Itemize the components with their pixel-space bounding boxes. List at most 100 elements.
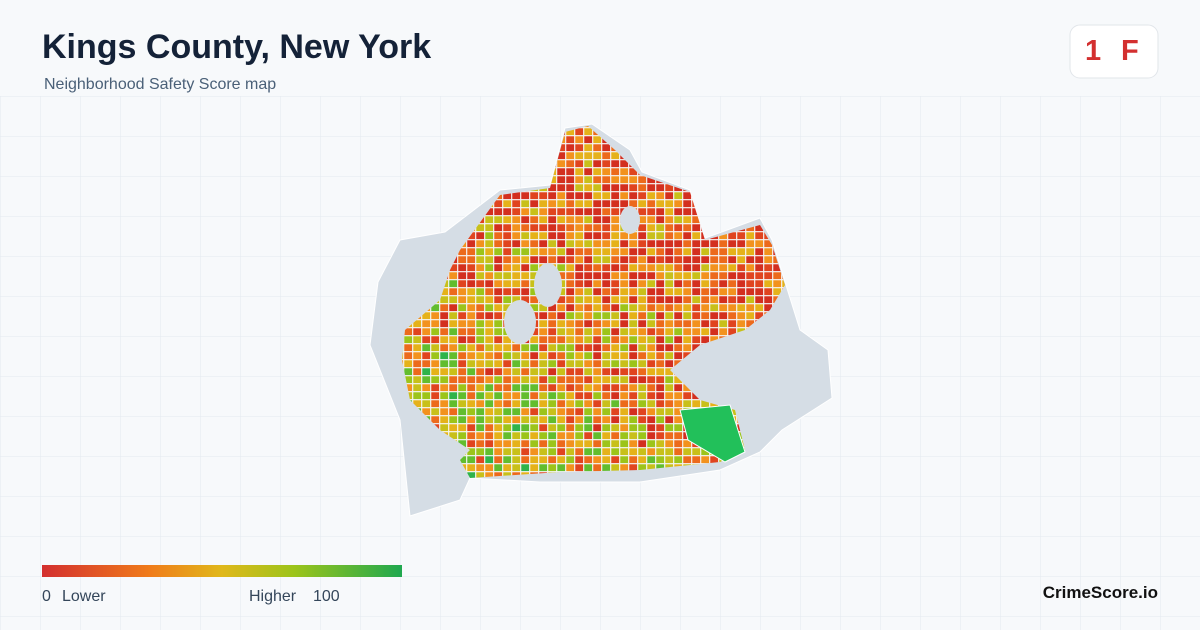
neighborhood-cell <box>655 407 665 416</box>
neighborhood-cell <box>547 343 557 352</box>
neighborhood-cell <box>619 271 629 280</box>
neighborhood-cell <box>529 343 539 352</box>
neighborhood-cell <box>574 351 584 360</box>
neighborhood-cell <box>601 351 611 360</box>
neighborhood-cell <box>718 319 728 328</box>
neighborhood-cell <box>529 223 539 232</box>
neighborhood-cell <box>664 295 674 304</box>
neighborhood-cell <box>619 447 629 456</box>
neighborhood-cell <box>520 247 530 256</box>
neighborhood-cell <box>457 303 467 312</box>
neighborhood-cell <box>745 287 755 296</box>
neighborhood-cell <box>484 359 494 368</box>
neighborhood-cell <box>502 431 512 440</box>
neighborhood-cell <box>439 375 449 384</box>
neighborhood-cell <box>511 463 521 472</box>
neighborhood-cell <box>736 295 746 304</box>
neighborhood-cell <box>592 199 602 208</box>
neighborhood-cell <box>403 359 413 368</box>
neighborhood-cell <box>439 335 449 344</box>
neighborhood-cell <box>610 247 620 256</box>
neighborhood-cell <box>448 271 458 280</box>
neighborhood-cell <box>601 223 611 232</box>
neighborhood-cell <box>484 383 494 392</box>
neighborhood-cell <box>628 271 638 280</box>
neighborhood-cell <box>655 191 665 200</box>
neighborhood-cell <box>610 311 620 320</box>
neighborhood-cell <box>664 239 674 248</box>
neighborhood-cell <box>664 399 674 408</box>
neighborhood-cell <box>610 327 620 336</box>
neighborhood-cell <box>601 431 611 440</box>
neighborhood-cell <box>610 447 620 456</box>
neighborhood-cell <box>520 271 530 280</box>
neighborhood-cell <box>538 191 548 200</box>
neighborhood-cell <box>493 319 503 328</box>
neighborhood-cell <box>439 423 449 432</box>
neighborhood-cell <box>619 375 629 384</box>
neighborhood-cell <box>511 271 521 280</box>
neighborhood-cell <box>727 295 737 304</box>
neighborhood-cell <box>556 319 566 328</box>
neighborhood-cell <box>601 311 611 320</box>
neighborhood-cell <box>745 263 755 272</box>
neighborhood-cell <box>601 423 611 432</box>
neighborhood-cell <box>610 351 620 360</box>
neighborhood-cell <box>745 255 755 264</box>
neighborhood-cell <box>592 431 602 440</box>
neighborhood-cell <box>601 447 611 456</box>
neighborhood-cell <box>682 295 692 304</box>
neighborhood-cell <box>520 391 530 400</box>
neighborhood-cell <box>664 383 674 392</box>
neighborhood-cell <box>610 215 620 224</box>
neighborhood-cell <box>619 303 629 312</box>
neighborhood-cell <box>484 263 494 272</box>
neighborhood-cell <box>718 239 728 248</box>
neighborhood-cell <box>664 287 674 296</box>
neighborhood-cell <box>457 263 467 272</box>
neighborhood-cell <box>673 215 683 224</box>
neighborhood-cell <box>493 303 503 312</box>
neighborhood-cell <box>475 279 485 288</box>
neighborhood-cell <box>565 303 575 312</box>
neighborhood-cell <box>655 439 665 448</box>
neighborhood-cell <box>538 223 548 232</box>
neighborhood-cell <box>547 415 557 424</box>
neighborhood-cell <box>502 255 512 264</box>
neighborhood-cell <box>619 239 629 248</box>
neighborhood-cell <box>493 247 503 256</box>
neighborhood-cell <box>511 415 521 424</box>
neighborhood-cell <box>430 407 440 416</box>
neighborhood-cell <box>619 335 629 344</box>
neighborhood-cell <box>592 191 602 200</box>
neighborhood-cell <box>709 319 719 328</box>
neighborhood-cell <box>520 383 530 392</box>
neighborhood-cell <box>556 399 566 408</box>
neighborhood-cell <box>547 359 557 368</box>
neighborhood-cell <box>457 271 467 280</box>
neighborhood-cell <box>484 255 494 264</box>
neighborhood-cell <box>502 439 512 448</box>
neighborhood-cell <box>412 383 422 392</box>
neighborhood-cell <box>592 343 602 352</box>
neighborhood-cell <box>565 175 575 184</box>
neighborhood-cell <box>592 143 602 152</box>
neighborhood-cell <box>583 431 593 440</box>
neighborhood-cell <box>691 279 701 288</box>
neighborhood-cell <box>754 255 764 264</box>
neighborhood-cell <box>583 423 593 432</box>
neighborhood-cell <box>691 247 701 256</box>
neighborhood-cell <box>538 327 548 336</box>
neighborhood-cell <box>637 431 647 440</box>
neighborhood-cell <box>592 159 602 168</box>
neighborhood-cell <box>502 247 512 256</box>
neighborhood-cell <box>466 423 476 432</box>
neighborhood-cell <box>475 271 485 280</box>
neighborhood-cell <box>664 327 674 336</box>
neighborhood-cell <box>502 463 512 472</box>
neighborhood-cell <box>511 455 521 464</box>
neighborhood-cell <box>475 447 485 456</box>
neighborhood-cell <box>637 367 647 376</box>
neighborhood-cell <box>781 279 785 288</box>
neighborhood-cell <box>583 455 593 464</box>
